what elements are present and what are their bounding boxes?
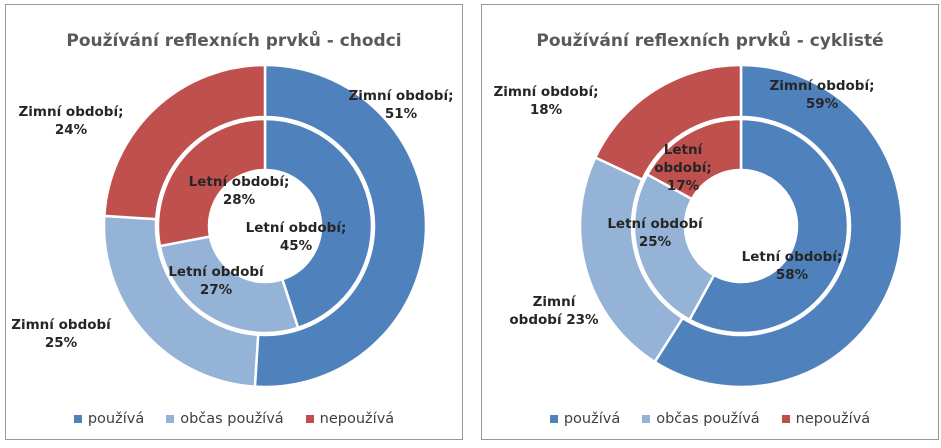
doughnut-chart: Zimní období; 59% Zimní období 23% Zimní obd…	[494, 63, 904, 389]
outer-slice-pouziva	[253, 63, 428, 389]
legend-swatch	[642, 415, 651, 423]
data-label: Zimní období 23%	[509, 294, 599, 328]
legend-item: nepoužívá	[781, 411, 871, 427]
outer-slice-nepouziva	[593, 63, 743, 182]
legend-item: nepoužívá	[305, 411, 395, 427]
legend-label: používá	[563, 411, 621, 427]
data-label: Zimní období; 24%	[19, 104, 124, 138]
legend-label: občas používá	[656, 411, 760, 427]
legend-swatch	[305, 415, 314, 423]
inner-slice-nepouziva	[156, 117, 267, 248]
legend-swatch	[73, 415, 82, 423]
data-label: Zimní období; 51%	[349, 88, 454, 122]
legend-item: občas používá	[642, 411, 760, 427]
legend-label: nepoužívá	[795, 411, 871, 427]
data-label: Letní období 27%	[168, 264, 265, 298]
data-label: Letní období; 28%	[189, 174, 290, 208]
legend-label: občas používá	[180, 411, 284, 427]
inner-slice-pouziva	[263, 117, 374, 330]
legend-item: používá	[549, 411, 621, 427]
data-label: Zimní období 25%	[11, 317, 112, 351]
chart-panel-chodci: Používání reflexních prvků - chodci Zimn…	[5, 4, 463, 440]
data-label: Letní období; 58%	[742, 249, 843, 283]
chart-panel-cykliste: Používání reflexních prvků - cyklisté Zi…	[481, 4, 939, 440]
data-label: Letní období; 45%	[246, 220, 347, 254]
data-label: Letní období; 17%	[654, 142, 712, 194]
data-label: Letní období 25%	[607, 216, 704, 250]
inner-slice-nepouziva	[645, 117, 743, 201]
inner-slice-pouziva	[687, 117, 850, 335]
outer-slice-nepouziva	[102, 63, 267, 221]
legend-label: nepoužívá	[319, 411, 395, 427]
chart-title: Používání reflexních prvků - chodci	[66, 31, 402, 51]
data-label: Zimní období; 18%	[494, 84, 599, 118]
inner-slice-obcas-pouziva	[158, 235, 300, 335]
legend-swatch	[781, 415, 790, 423]
legend: používá občas používá nepoužívá	[6, 411, 462, 427]
legend-item: používá	[73, 411, 145, 427]
outer-slice-pouziva	[653, 63, 904, 389]
chart-title: Používání reflexních prvků - cyklisté	[536, 31, 884, 51]
legend: používá občas používá nepoužívá	[482, 411, 938, 427]
data-label: Zimní období; 59%	[770, 78, 875, 112]
legend-label: používá	[87, 411, 145, 427]
doughnut-chart: Zimní období; 51% Zimní období 25% Zimní obd…	[11, 63, 454, 389]
legend-swatch	[549, 415, 558, 423]
inner-slice-obcas-pouziva	[632, 172, 716, 322]
legend-swatch	[166, 415, 175, 423]
legend-item: občas používá	[166, 411, 284, 427]
